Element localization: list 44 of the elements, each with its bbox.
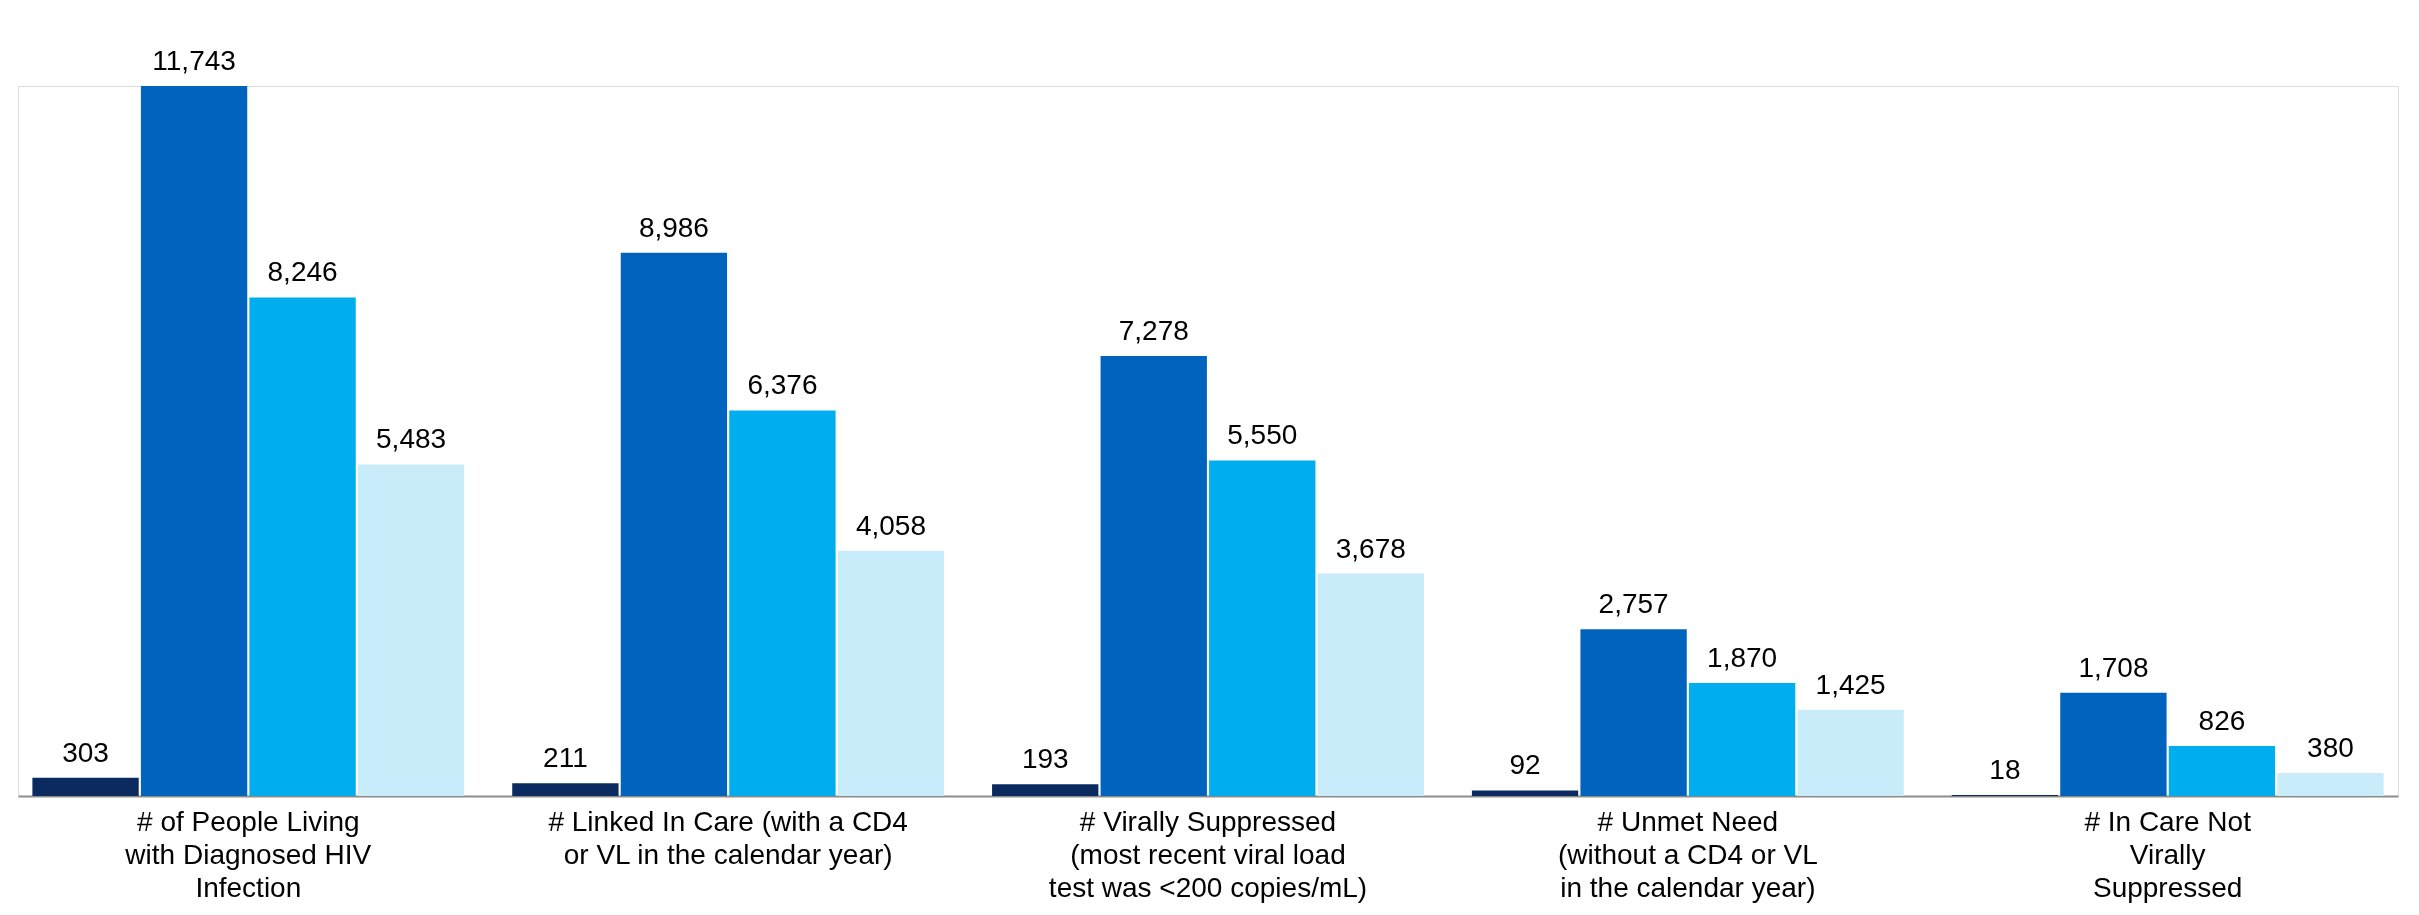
bar	[512, 783, 619, 796]
data-label: 826	[2198, 705, 2246, 737]
data-label: 1,425	[1815, 668, 1886, 700]
data-label: 2,757	[1598, 588, 1669, 620]
bar	[2168, 746, 2276, 796]
bar	[1317, 573, 1424, 796]
data-label: 92	[1509, 749, 1541, 781]
x-tick-label: # In Care Not Virally Suppressed	[2084, 805, 2252, 903]
data-label: 3,678	[1335, 532, 1406, 564]
data-label: 8,246	[267, 256, 338, 288]
bar	[992, 784, 1099, 796]
bar	[357, 464, 465, 796]
data-label: 1,870	[1707, 641, 1778, 673]
data-label: 18	[1989, 753, 2021, 785]
data-label: 380	[2307, 732, 2354, 764]
bar	[1688, 682, 1796, 796]
data-label: 211	[543, 742, 588, 774]
bar	[1100, 355, 1207, 796]
bar	[837, 550, 945, 796]
bar	[2060, 692, 2167, 796]
data-label: 5,483	[376, 423, 447, 455]
bar	[249, 297, 356, 796]
data-label: 5,550	[1227, 419, 1298, 451]
bar	[140, 86, 248, 796]
bar	[729, 410, 836, 796]
bar	[1797, 709, 1904, 796]
x-tick-label: # Virally Suppressed (most recent viral load test was <200 copies/mL)	[1048, 805, 1368, 903]
data-label: 303	[62, 736, 109, 768]
x-tick-label: # Linked In Care (with a CD4 or VL in the calendar year)	[548, 805, 908, 870]
data-label: 6,376	[747, 369, 818, 401]
x-tick-label: # of People Living with Diagnosed HIV Infection	[124, 805, 372, 903]
x-tick-label: # Unmet Need (without a CD4 or VL in the calendar year)	[1557, 805, 1818, 903]
bar	[32, 777, 139, 796]
data-label: 7,278	[1118, 314, 1189, 346]
bar	[1471, 790, 1579, 796]
bar	[1209, 460, 1316, 796]
bar	[2277, 773, 2384, 796]
data-label: 1,708	[2078, 651, 2149, 683]
data-label: 193	[1021, 743, 1069, 775]
data-label: 11,743	[152, 45, 236, 76]
data-label: 4,058	[855, 509, 926, 541]
bar	[620, 252, 728, 796]
bar	[1580, 629, 1687, 796]
data-label: 8,986	[638, 211, 709, 243]
